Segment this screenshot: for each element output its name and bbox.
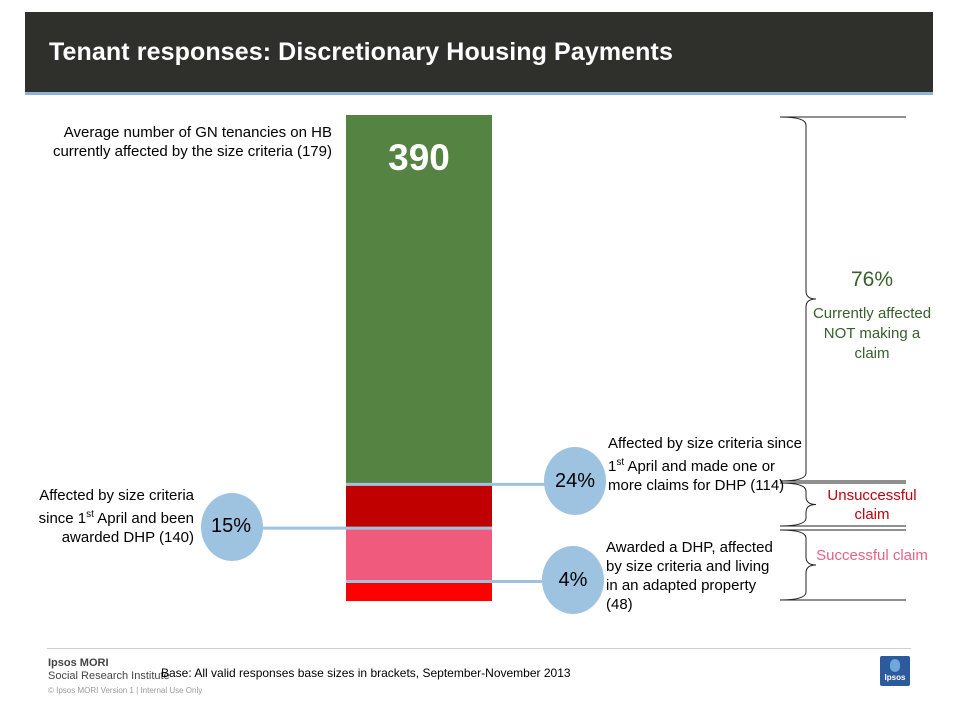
title-underline (25, 92, 933, 95)
awarded-dhp-label-sup: st (86, 509, 94, 520)
copyright-note: © Ipsos MORI Version 1 | Internal Use On… (48, 686, 203, 695)
bubble-2 (201, 493, 263, 561)
bubbles (201, 447, 606, 614)
bracket-successful (779, 529, 906, 601)
total-value-label: 390 (388, 137, 450, 178)
unsuccessful-claim-label: Unsuccessful claim (827, 487, 917, 523)
awarded-dhp-label-text-2: April and been awarded DHP (140) (61, 510, 194, 546)
ipsos-logo-text: Ipsos (884, 673, 906, 682)
page-title: Tenant responses: Discretionary Housing … (49, 38, 673, 66)
bubble-1 (544, 447, 606, 515)
ipsos-mori-logo-text: Ipsos MORI (48, 657, 109, 669)
bar-segment-4 (346, 581, 492, 601)
awarded-dhp-label-text: Affected by size criteria since 1 (38, 487, 194, 527)
bar-segment-2 (346, 484, 492, 529)
claims-made-label-text: Affected by size criteria since 1 (608, 435, 802, 475)
ipsos-logo-mark (890, 659, 900, 672)
bubble-3 (542, 546, 604, 614)
bubble-label-15: 15% (210, 515, 252, 537)
successful-claim-label: Successful claim (816, 547, 928, 564)
claims-made-label-sup: st (616, 457, 625, 468)
bar-segment-3 (346, 528, 492, 582)
average-tenancies-label: Average number of GN tenancies on HB cur… (52, 124, 332, 160)
not-claiming-label: Currently affected NOT making a claim (812, 305, 932, 362)
brackets (779, 116, 906, 601)
not-claiming-percent: 76% (850, 268, 894, 291)
bubble-label-4: 4% (558, 569, 588, 591)
claims-made-label-text-2: April and made one or more claims for DH… (608, 458, 785, 494)
bracket-not-claiming (779, 116, 906, 482)
institute-logo-text: Social Research Institute (48, 670, 170, 682)
bar-segment-1 (346, 115, 492, 485)
bubble-label-24: 24% (554, 470, 596, 492)
bracket-unsuccessful (779, 482, 906, 527)
adapted-property-label: Awarded a DHP, affected by size criteria… (606, 539, 773, 613)
connectors (262, 482, 548, 584)
claims-made-label: Affected by size criteria since 1st Apri… (608, 434, 808, 495)
bar-segments (346, 115, 492, 601)
awarded-dhp-label: Affected by size criteria since 1st Apri… (20, 486, 194, 547)
base-note: Base: All valid responses base sizes in … (161, 666, 571, 680)
footer-divider (47, 648, 911, 649)
ipsos-logo-icon: Ipsos (880, 656, 910, 686)
title-bar: Tenant responses: Discretionary Housing … (25, 12, 933, 92)
